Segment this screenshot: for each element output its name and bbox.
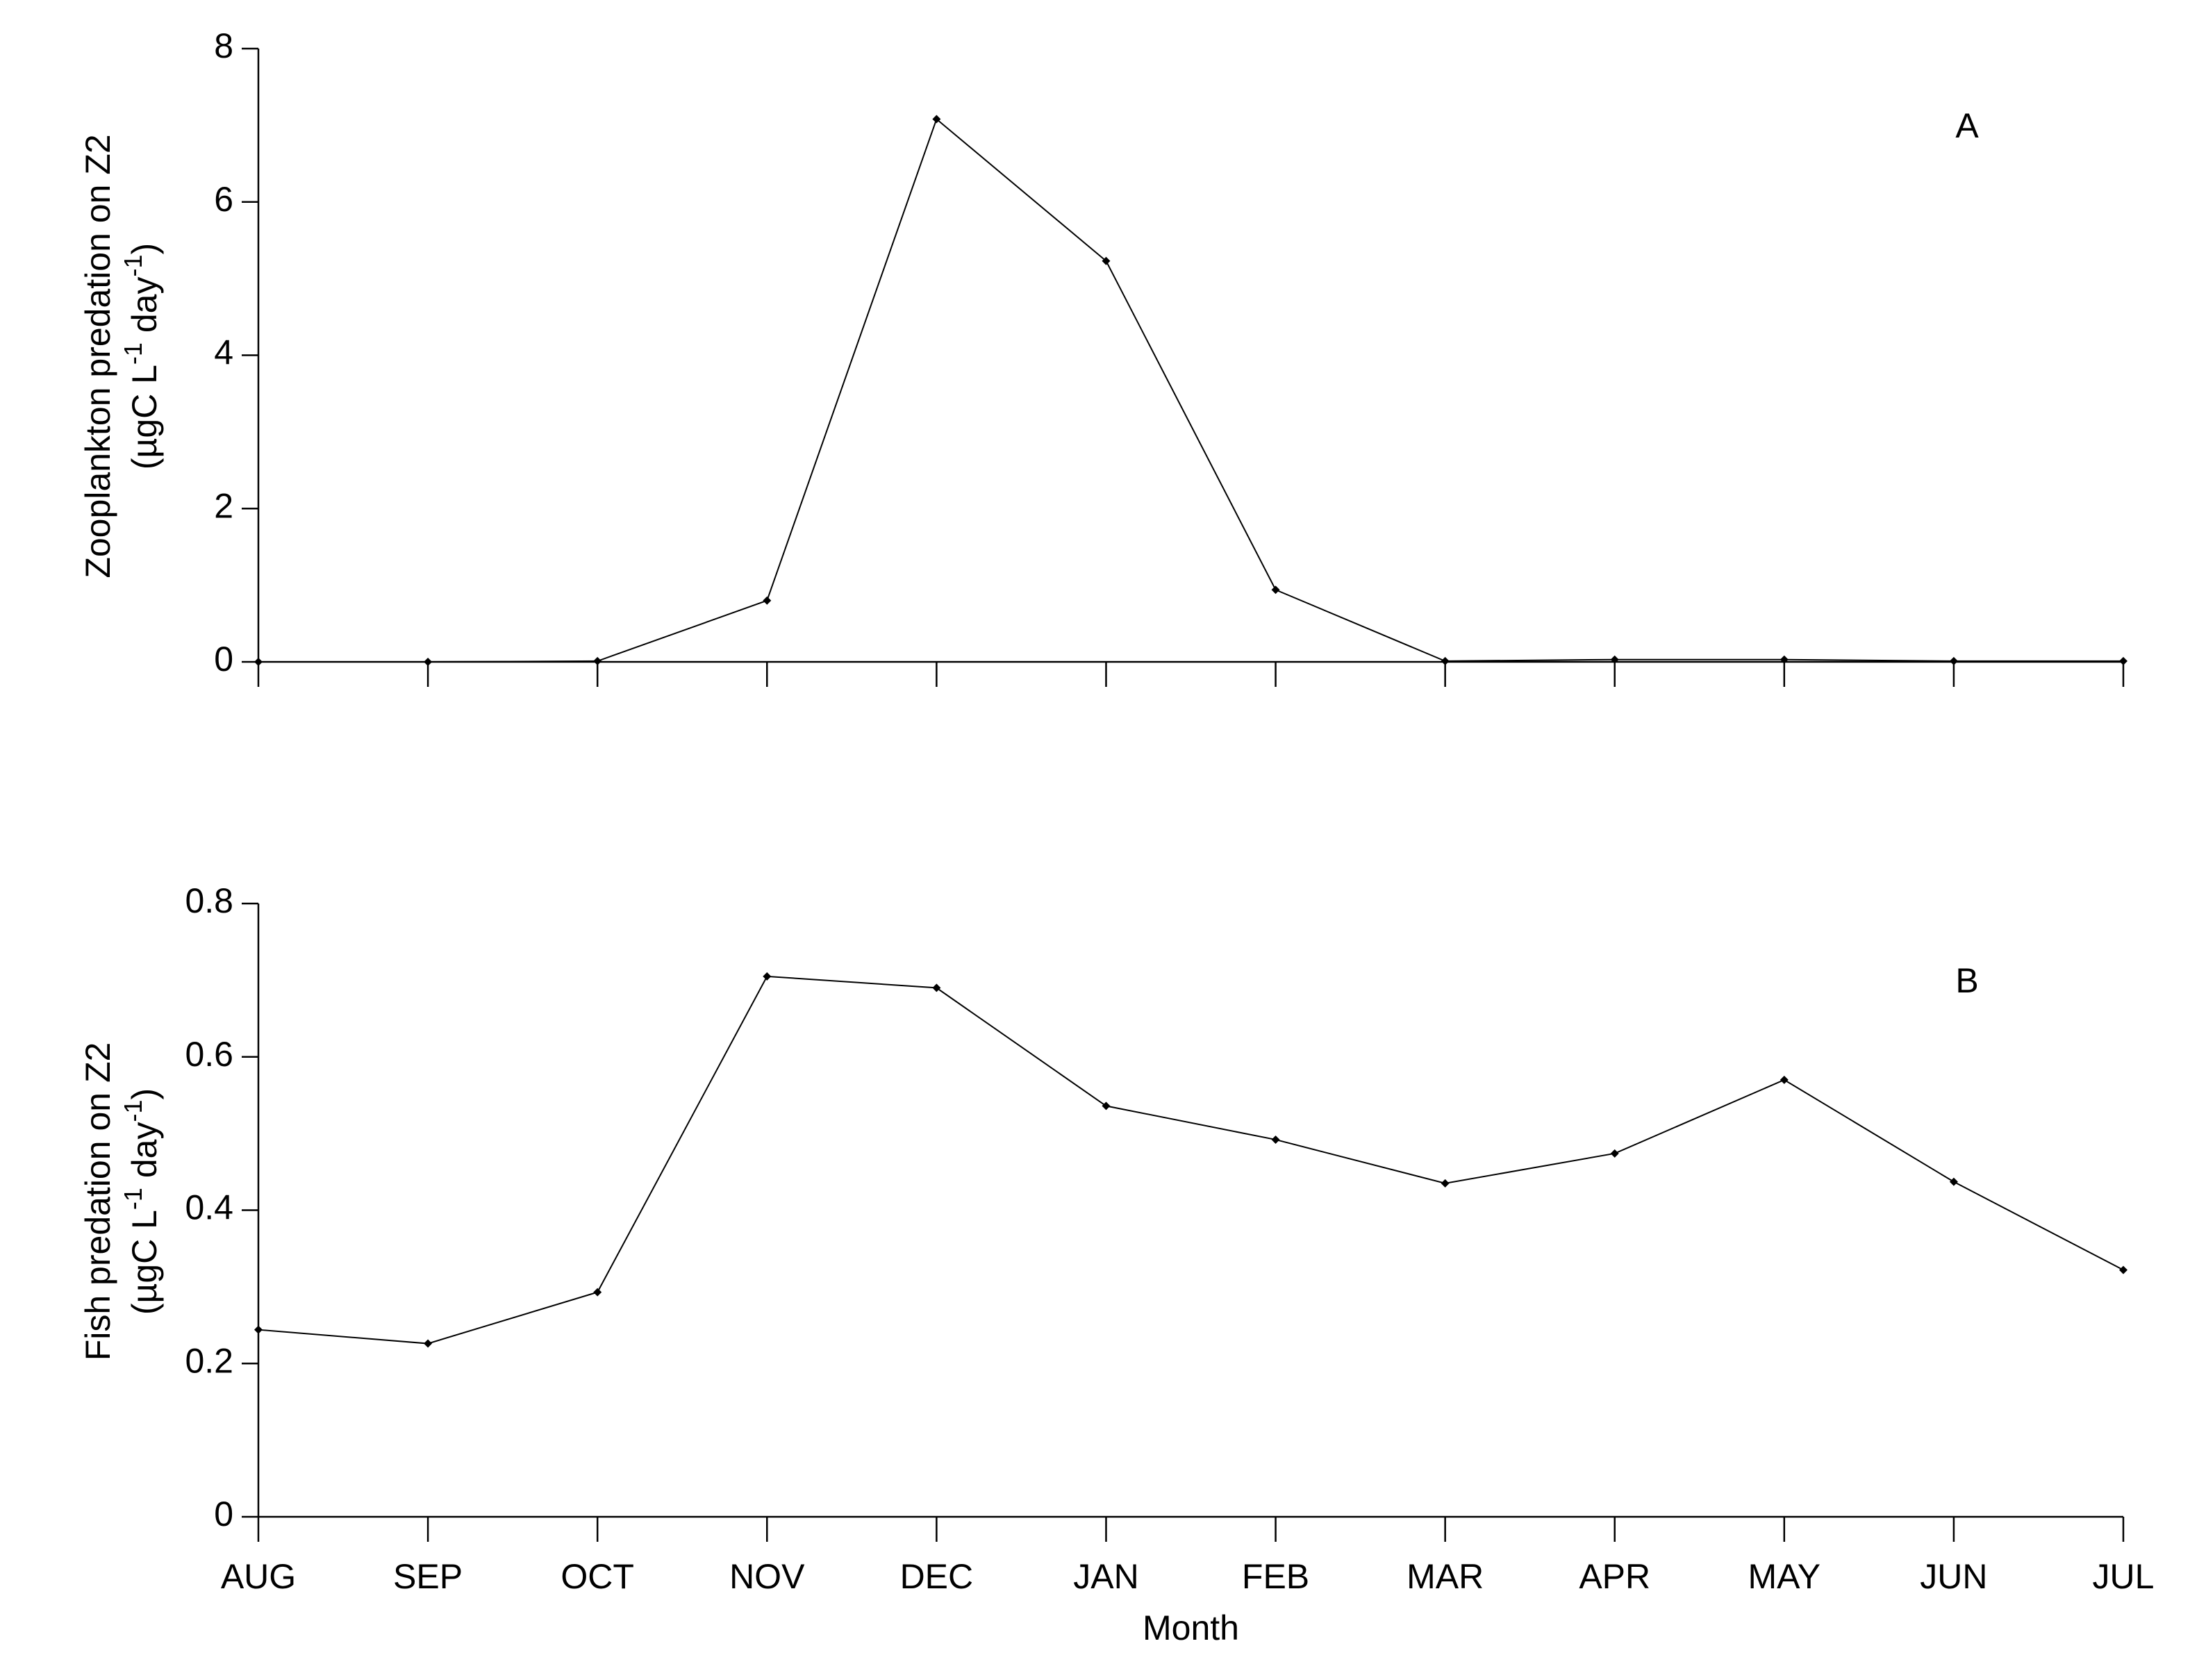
data-point (1271, 1135, 1280, 1144)
x-tick-label: APR (1579, 1557, 1650, 1596)
x-tick-label: AUG (221, 1557, 296, 1596)
data-point (1949, 1177, 1958, 1186)
data-point (1780, 655, 1789, 664)
y-axis-label: (µgC L-1 day-1) (119, 1088, 165, 1315)
data-point (932, 115, 941, 124)
data-point (1441, 1179, 1450, 1188)
label-part: day (125, 277, 164, 343)
x-tick-label: JAN (1073, 1557, 1138, 1596)
x-tick-label: JUL (2093, 1557, 2155, 1596)
data-point (1610, 655, 1619, 664)
y-tick-label: 0.4 (185, 1188, 233, 1227)
data-point (1780, 1075, 1789, 1084)
x-tick-label: SEP (393, 1557, 463, 1596)
superscript: -1 (119, 1188, 147, 1210)
y-tick-label: 2 (214, 486, 233, 525)
data-point (1610, 1149, 1619, 1158)
label-part: day (125, 1122, 164, 1188)
y-axis-label: (µgC L-1 day-1) (119, 243, 165, 469)
y-axis-label: Zooplankton predation on Z2 (78, 134, 117, 578)
data-point (254, 658, 263, 666)
y-tick-label: 0.2 (185, 1341, 233, 1380)
data-point (593, 656, 602, 665)
panel-label: A (1955, 106, 1979, 145)
y-tick-label: 0 (214, 1495, 233, 1533)
x-tick-label: FEB (1242, 1557, 1309, 1596)
label-part: (µgC L (125, 365, 164, 469)
panel-label: B (1955, 961, 1978, 1000)
data-point (593, 1288, 602, 1297)
x-axis-label: Month (1143, 1608, 1239, 1647)
data-line (258, 975, 2124, 1345)
data-point (1949, 656, 1958, 665)
data-point (2119, 1265, 2127, 1274)
data-point (2119, 656, 2127, 665)
data-point (1271, 585, 1280, 594)
label-part: ) (125, 1088, 164, 1100)
superscript: -1 (119, 342, 147, 365)
y-tick-label: 4 (214, 333, 233, 372)
label-part: (µgC L (125, 1210, 164, 1315)
superscript: -1 (119, 1100, 147, 1122)
x-tick-label: JUN (1920, 1557, 1987, 1596)
y-tick-label: 6 (214, 180, 233, 219)
data-line (258, 117, 2123, 663)
x-tick-label: MAY (1748, 1557, 1820, 1596)
data-point (763, 972, 772, 981)
y-axis-label: Fish predation on Z2 (78, 1042, 117, 1361)
data-point (424, 658, 433, 666)
y-tick-label: 0 (214, 640, 233, 679)
x-tick-label: DEC (900, 1557, 974, 1596)
y-tick-label: 8 (214, 26, 233, 65)
superscript: -1 (119, 255, 147, 277)
x-tick-label: MAR (1407, 1557, 1484, 1596)
data-point (763, 596, 772, 605)
data-point (1441, 656, 1450, 665)
data-point (1102, 1101, 1111, 1111)
x-tick-label: NOV (729, 1557, 805, 1596)
y-tick-label: 0.8 (185, 881, 233, 920)
data-point (932, 983, 941, 992)
y-tick-label: 0.6 (185, 1035, 233, 1074)
label-part: ) (125, 243, 164, 255)
data-point (254, 1325, 263, 1334)
data-point (1102, 256, 1111, 265)
x-tick-label: OCT (561, 1557, 634, 1596)
data-point (424, 1339, 433, 1348)
